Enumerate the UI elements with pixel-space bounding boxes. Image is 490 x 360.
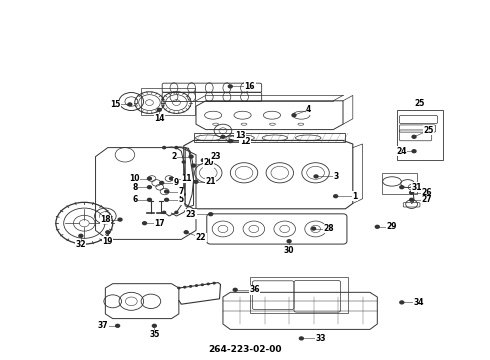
Circle shape	[412, 135, 416, 138]
Text: 1: 1	[353, 192, 358, 201]
Bar	[397, 110, 443, 160]
Circle shape	[182, 161, 185, 163]
Circle shape	[147, 198, 151, 201]
Text: 27: 27	[421, 195, 432, 204]
Text: 15: 15	[110, 100, 121, 109]
Circle shape	[292, 114, 296, 117]
Circle shape	[128, 103, 132, 106]
Text: 23: 23	[186, 210, 196, 219]
Text: 8: 8	[132, 183, 137, 192]
Circle shape	[194, 180, 198, 183]
Text: 5: 5	[179, 195, 184, 204]
Circle shape	[182, 193, 185, 195]
Circle shape	[213, 282, 215, 284]
Text: 25: 25	[415, 99, 425, 108]
Text: 18: 18	[100, 215, 111, 224]
Text: 264-223-02-00: 264-223-02-00	[208, 345, 282, 354]
Circle shape	[143, 222, 147, 225]
Circle shape	[175, 211, 178, 213]
Text: 13: 13	[235, 130, 245, 139]
Text: 37: 37	[98, 321, 108, 330]
Circle shape	[165, 190, 169, 193]
Text: 20: 20	[203, 158, 214, 167]
Circle shape	[157, 108, 161, 111]
Circle shape	[106, 231, 110, 234]
Text: 26: 26	[421, 188, 432, 197]
Circle shape	[196, 285, 197, 286]
Text: 12: 12	[240, 136, 250, 145]
Circle shape	[312, 227, 316, 230]
Circle shape	[207, 283, 209, 285]
Circle shape	[152, 324, 156, 327]
Circle shape	[190, 286, 192, 287]
Circle shape	[299, 337, 303, 340]
Bar	[382, 173, 417, 194]
Circle shape	[400, 301, 404, 304]
Circle shape	[184, 287, 186, 288]
Circle shape	[178, 287, 180, 289]
Circle shape	[116, 324, 120, 327]
Text: 19: 19	[102, 237, 113, 246]
Circle shape	[163, 147, 166, 149]
Circle shape	[175, 147, 178, 149]
Circle shape	[410, 191, 414, 194]
Circle shape	[163, 211, 166, 213]
Circle shape	[209, 213, 213, 216]
Circle shape	[160, 181, 164, 184]
Circle shape	[192, 164, 196, 167]
Text: 17: 17	[154, 219, 165, 228]
Text: 22: 22	[196, 233, 206, 242]
Text: 30: 30	[284, 246, 294, 255]
Text: 24: 24	[396, 147, 407, 156]
Text: 31: 31	[411, 183, 422, 192]
Circle shape	[287, 240, 291, 243]
Text: 4: 4	[306, 105, 311, 114]
Circle shape	[147, 177, 151, 180]
Text: 25: 25	[423, 126, 434, 135]
Text: 2: 2	[172, 152, 176, 161]
Circle shape	[221, 135, 225, 138]
Text: 9: 9	[174, 178, 179, 187]
Text: 23: 23	[210, 152, 221, 161]
Circle shape	[165, 198, 169, 201]
Circle shape	[170, 177, 173, 180]
Text: 11: 11	[181, 174, 192, 183]
Circle shape	[184, 231, 188, 234]
Text: 3: 3	[333, 172, 338, 181]
Circle shape	[147, 186, 151, 189]
Text: 6: 6	[132, 195, 137, 204]
Text: 14: 14	[154, 114, 165, 123]
Circle shape	[233, 288, 237, 291]
Text: 28: 28	[323, 224, 334, 233]
Bar	[250, 277, 348, 313]
Circle shape	[201, 159, 205, 162]
Text: 35: 35	[149, 330, 160, 339]
Text: 32: 32	[75, 240, 86, 249]
Circle shape	[189, 155, 193, 158]
Circle shape	[400, 186, 404, 189]
Text: 21: 21	[205, 177, 216, 186]
Text: 7: 7	[179, 187, 184, 196]
Circle shape	[79, 234, 83, 237]
Text: 16: 16	[245, 82, 255, 91]
Text: 36: 36	[249, 285, 260, 294]
Circle shape	[410, 198, 414, 201]
Text: 33: 33	[316, 334, 326, 343]
Text: 29: 29	[387, 222, 397, 231]
Circle shape	[201, 284, 203, 285]
Circle shape	[375, 225, 379, 228]
Bar	[141, 88, 195, 115]
Text: 34: 34	[414, 298, 424, 307]
Circle shape	[314, 175, 318, 178]
Circle shape	[334, 195, 338, 198]
Circle shape	[118, 218, 122, 221]
Text: 10: 10	[129, 174, 140, 183]
Circle shape	[228, 140, 232, 143]
Circle shape	[412, 150, 416, 153]
Circle shape	[228, 85, 232, 88]
